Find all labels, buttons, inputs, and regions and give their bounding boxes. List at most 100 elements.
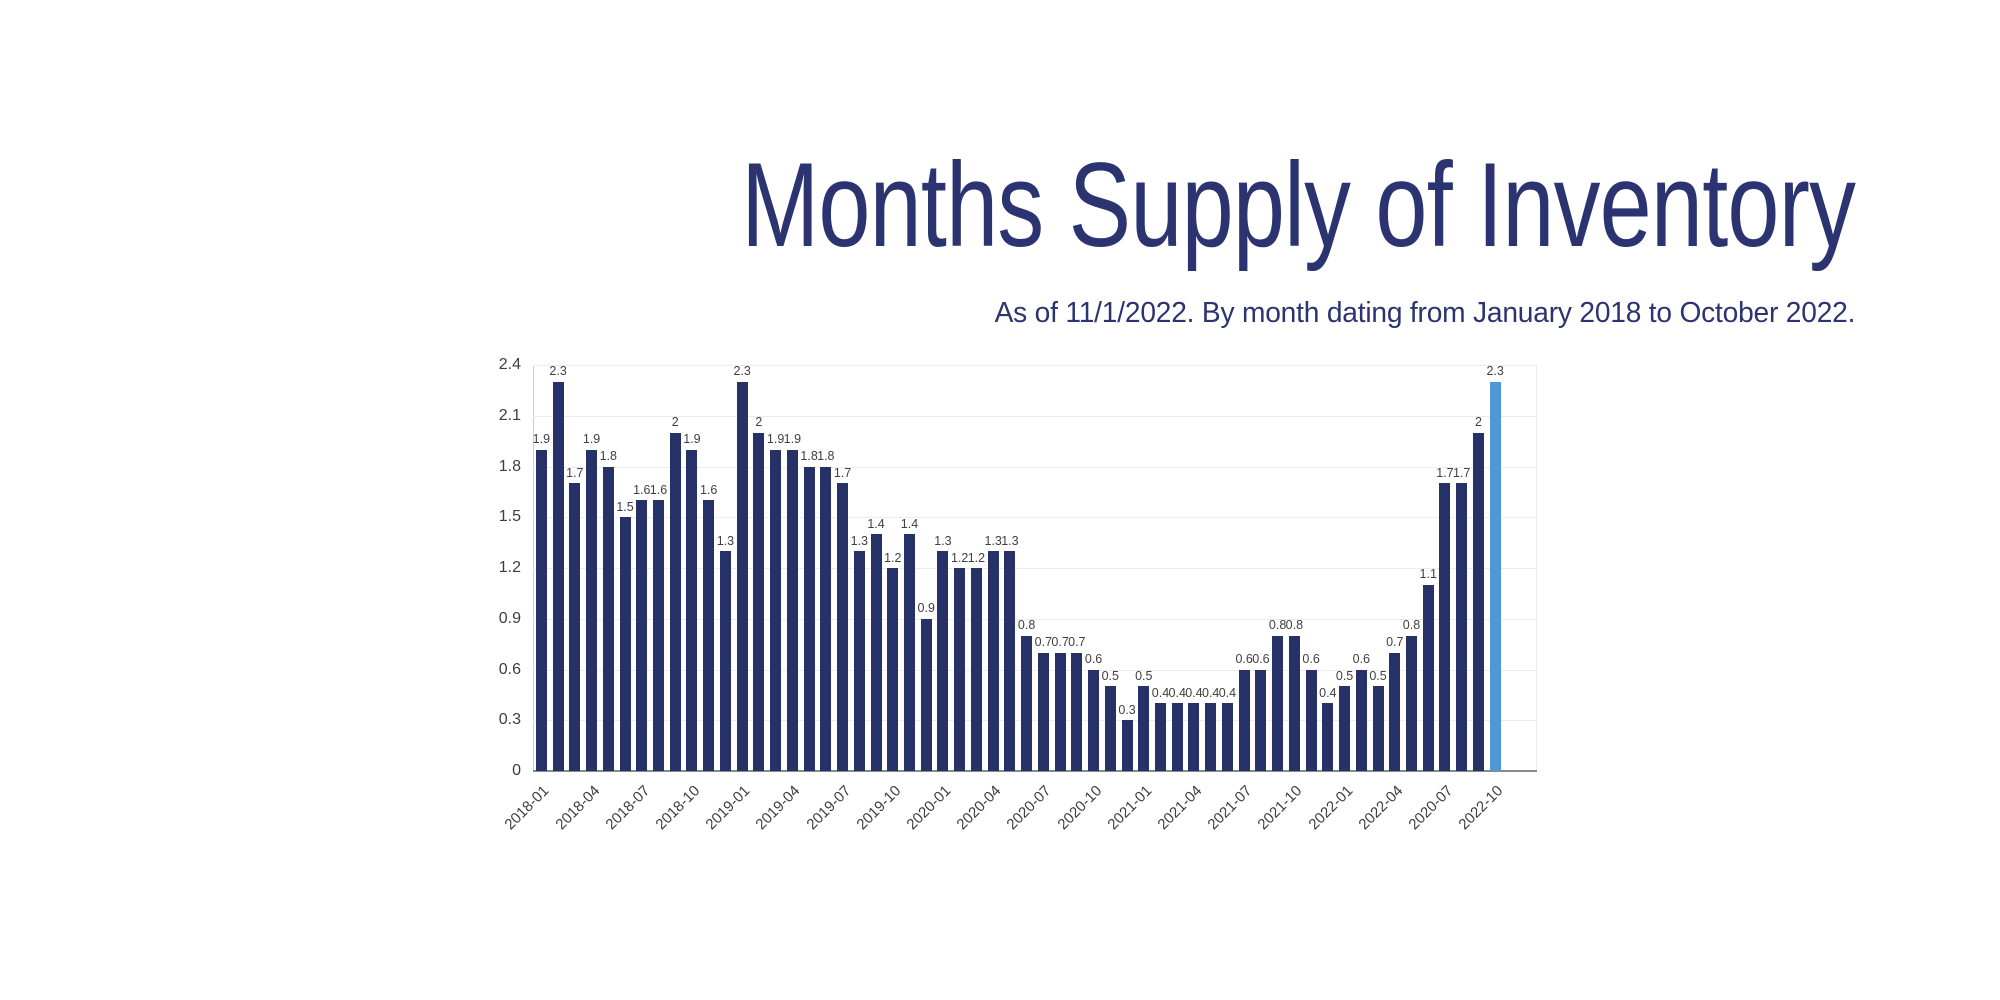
bar-2022-02[interactable] [1355,669,1367,771]
y-tick-label-1.2: 1.2 [498,559,521,576]
bar-value-label-2021-03: 0.4 [1168,685,1186,700]
bar-2021-04[interactable] [1188,703,1200,771]
bar-2020-02[interactable] [954,568,966,771]
bar-2018-03[interactable] [569,483,581,771]
bar-2019-03[interactable] [770,449,782,771]
bar-2020-07[interactable] [1037,652,1049,771]
bar-2019-06[interactable] [820,466,832,771]
bar-value-label-2018-11: 1.6 [699,482,718,497]
bar-2019-10[interactable] [887,568,899,771]
bar-2021-02[interactable] [1155,703,1166,771]
bar-2018-10[interactable] [686,449,698,771]
gridline-2.1 [533,415,1537,417]
bar-2021-08[interactable] [1255,669,1267,771]
bar-2021-10[interactable] [1288,635,1300,771]
bar-2021-07[interactable] [1238,669,1250,771]
bar-value-label-2022-08: 1.7 [1452,465,1471,480]
bar-2018-08[interactable] [653,500,664,771]
bar-2021-09[interactable] [1272,635,1284,771]
bar-2018-11[interactable] [703,500,715,771]
x-tick-label: 2020-07 [1003,782,1055,834]
bar-2019-07[interactable] [837,483,849,771]
bar-2019-12[interactable] [920,618,932,771]
bar-2019-11[interactable] [904,534,915,771]
bar-2020-11[interactable] [1104,686,1116,771]
bar-value-label-2022-06: 1.1 [1419,567,1437,582]
gridline-1.8 [533,466,1537,468]
bar-value-label-2022-04: 0.7 [1386,635,1404,650]
bar-2019-08[interactable] [853,551,865,771]
bar-value-label-2022-02: 0.6 [1352,652,1370,666]
bar-2020-01[interactable] [937,551,949,771]
bar-2019-05[interactable] [803,466,815,771]
bar-2022-01[interactable] [1339,686,1351,771]
bar-value-label-2020-08: 0.7 [1051,635,1069,650]
bar-2018-07[interactable] [636,500,648,771]
x-tick-label: 2018-10 [652,782,704,834]
bar-2018-12[interactable] [719,551,731,771]
x-tick-label: 2018-01 [501,782,553,834]
bar-2020-06[interactable] [1021,635,1033,771]
x-tick-label: 2019-07 [802,782,854,834]
bar-value-label-2019-01: 2.3 [733,364,751,379]
bar-value-label-2018-08: 1.6 [649,482,668,497]
bar-2021-05[interactable] [1205,703,1217,771]
bar-2021-12[interactable] [1322,703,1334,771]
bar-2022-04[interactable] [1389,652,1401,771]
bar-2022-10[interactable] [1489,381,1501,771]
bar-2020-12[interactable] [1121,720,1133,771]
bar-2018-02[interactable] [552,381,564,771]
bar-value-label-2018-09: 2 [671,415,679,430]
bar-2022-08[interactable] [1456,483,1468,771]
bar-2019-04[interactable] [786,449,798,771]
bar-value-label-2020-01: 1.3 [934,533,952,548]
bar-2021-06[interactable] [1221,703,1233,771]
bar-value-label-2022-05: 0.8 [1402,618,1421,633]
bar-2022-09[interactable] [1472,432,1484,771]
chart-title: Months Supply of Inventory [741,138,1856,272]
bar-value-label-2018-01: 1.9 [532,432,551,447]
bar-2018-09[interactable] [669,432,681,771]
x-tick-label: 2022-10 [1455,782,1507,834]
bar-2021-01[interactable] [1138,686,1150,771]
x-tick-label: 2019-01 [702,782,754,834]
bar-value-label-2018-04: 1.9 [582,432,601,447]
bar-2018-04[interactable] [586,449,598,771]
bar-2021-11[interactable] [1305,669,1317,771]
bar-value-label-2021-10: 0.8 [1285,618,1304,633]
bar-2019-02[interactable] [753,432,765,771]
bar-value-label-2021-06: 0.4 [1218,685,1237,700]
bar-value-label-2020-05: 1.3 [1001,533,1019,548]
bar-value-label-2022-07: 1.7 [1436,465,1454,480]
bar-2020-03[interactable] [970,568,982,771]
x-tick-label: 2022-04 [1355,782,1407,834]
bar-2022-05[interactable] [1406,635,1417,771]
bar-value-label-2020-11: 0.5 [1101,668,1119,683]
bar-2019-01[interactable] [736,381,748,771]
bar-value-label-2020-12: 0.3 [1118,702,1136,717]
bar-value-label-2020-09: 0.7 [1068,635,1086,650]
bar-2020-08[interactable] [1054,652,1066,771]
bar-2020-10[interactable] [1088,669,1100,771]
y-tick-label-2.1: 2.1 [498,406,521,424]
bar-value-label-2019-03: 1.9 [766,432,785,447]
gridline-0.6 [533,669,1537,671]
bar-2018-05[interactable] [602,466,614,771]
gridline-1.2 [533,568,1537,569]
x-tick-label: 2021-01 [1104,782,1156,834]
bar-value-label-2019-02: 2 [755,415,763,430]
bar-2018-01[interactable] [535,449,547,771]
bar-2020-04[interactable] [987,551,999,771]
bar-2020-05[interactable] [1004,551,1016,771]
bar-2022-06[interactable] [1422,584,1434,771]
bar-2018-06[interactable] [619,517,631,771]
bar-value-label-2019-05: 1.8 [800,449,818,463]
bar-2021-03[interactable] [1171,703,1183,771]
bar-2022-07[interactable] [1439,483,1451,771]
x-tick-label: 2018-07 [602,782,654,834]
bar-2022-03[interactable] [1372,686,1384,771]
bar-value-label-2018-12: 1.3 [716,533,735,548]
bar-2019-09[interactable] [870,534,882,771]
bar-2020-09[interactable] [1071,652,1083,771]
